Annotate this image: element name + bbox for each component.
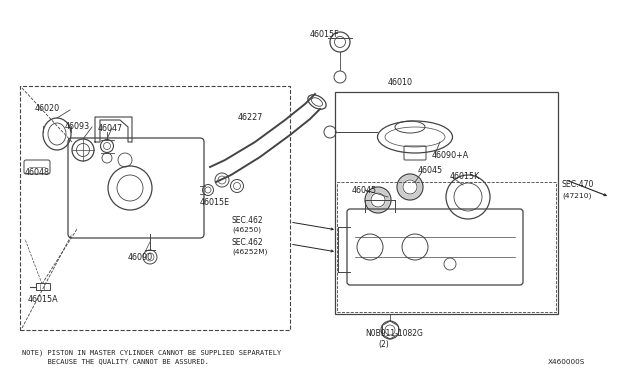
Text: BECAUSE THE QUALITY CANNOT BE ASSURED.: BECAUSE THE QUALITY CANNOT BE ASSURED. (22, 359, 209, 365)
Bar (337, 182, 556, 312)
Text: 46015F: 46015F (310, 29, 340, 38)
Text: N0B911-1082G: N0B911-1082G (365, 330, 423, 339)
Text: 46048: 46048 (25, 167, 50, 176)
Text: 46020: 46020 (35, 103, 60, 112)
Text: X460000S: X460000S (548, 359, 585, 365)
Text: 46090+A: 46090+A (432, 151, 469, 160)
Bar (335, 92, 558, 314)
Text: (2): (2) (378, 340, 388, 350)
Text: SEC.462: SEC.462 (232, 215, 264, 224)
Text: (47210): (47210) (562, 193, 591, 199)
Text: 46227: 46227 (238, 112, 264, 122)
Text: 46045: 46045 (352, 186, 377, 195)
Bar (20, 86, 290, 330)
Text: 46090: 46090 (128, 253, 153, 262)
Text: 46010: 46010 (387, 77, 413, 87)
Text: 46015A: 46015A (28, 295, 59, 305)
Text: 46093: 46093 (65, 122, 90, 131)
Text: (46250): (46250) (232, 227, 261, 233)
Text: 46047: 46047 (98, 124, 123, 132)
Text: 46045: 46045 (418, 166, 443, 174)
Text: NOTE) PISTON IN MASTER CYLINDER CANNOT BE SUPPLIED SEPARATELY: NOTE) PISTON IN MASTER CYLINDER CANNOT B… (22, 349, 281, 356)
Text: SEC.470: SEC.470 (562, 180, 595, 189)
Text: 46015E: 46015E (200, 198, 230, 206)
Text: SEC.462: SEC.462 (232, 237, 264, 247)
Text: (46252M): (46252M) (232, 249, 268, 255)
Text: 46015K: 46015K (450, 171, 480, 180)
